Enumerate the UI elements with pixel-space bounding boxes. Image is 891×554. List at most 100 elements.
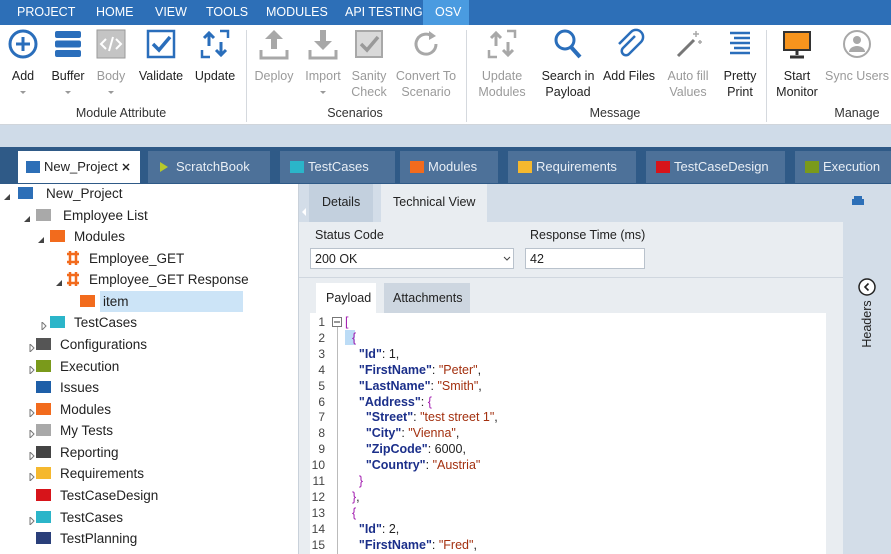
doc-tab[interactable]: Modules (400, 151, 498, 183)
menu-tab[interactable]: HOME (96, 5, 134, 19)
tree-item[interactable]: Configurations (60, 337, 148, 352)
print-icon[interactable] (851, 195, 865, 207)
doc-tab[interactable]: New_Project (18, 151, 140, 183)
ribbon-button[interactable]: Convert To Scenario (390, 28, 462, 100)
line-number: 11 (312, 474, 325, 488)
tree-expander[interactable] (38, 232, 46, 247)
tree-item[interactable]: Execution (60, 359, 120, 374)
icon (67, 272, 79, 286)
tree-expander[interactable] (40, 318, 48, 333)
ribbon-button[interactable]: Start Monitor (761, 28, 833, 100)
ribbon-button[interactable]: Import (287, 28, 359, 100)
tree-expander[interactable] (28, 362, 36, 377)
tree-expander[interactable] (56, 275, 64, 290)
code-text: }, (345, 489, 360, 505)
token: "FirstName" (358, 362, 432, 377)
tree-item[interactable]: My Tests (60, 423, 114, 438)
tree-item[interactable]: TestCases (74, 315, 138, 330)
ribbon-button[interactable]: Update (179, 28, 251, 84)
ribbon-button[interactable]: Update Modules (466, 28, 538, 100)
ribbon-button[interactable]: Pretty Print (704, 28, 776, 100)
code-text: "Id": 1, (345, 346, 399, 362)
detail-tab[interactable]: Technical View (393, 195, 476, 209)
tree-item[interactable]: TestCases (60, 510, 124, 525)
tree-item[interactable]: Requirements (60, 466, 145, 481)
fold-box[interactable] (332, 317, 342, 327)
tree-expander[interactable] (24, 211, 32, 226)
arrow (29, 407, 35, 419)
doc-tab[interactable]: TestCases (280, 151, 395, 183)
collapse-arrow[interactable] (302, 208, 306, 216)
line-number: 15 (311, 537, 325, 552)
response-time-input[interactable]: 42 (525, 248, 645, 269)
tree-icon (36, 422, 51, 441)
line-number: 7 (318, 410, 325, 425)
tree-icon (50, 314, 65, 333)
token: 1 (388, 346, 396, 361)
tree-expander[interactable] (28, 426, 36, 441)
button-label: Auto fill Values (667, 69, 709, 99)
ribbon-button[interactable]: Auto fill Values (652, 28, 724, 100)
tree-expander[interactable] (28, 469, 36, 484)
ribbon-button[interactable]: Body (75, 28, 147, 100)
tree-item[interactable]: New_Project (46, 186, 123, 201)
icon (36, 424, 51, 436)
code-text: "City": "Vienna", (345, 425, 459, 441)
doc-tab[interactable]: Requirements (508, 151, 636, 183)
button-label: Search in Payload (541, 69, 595, 99)
button-label: Add (11, 69, 35, 83)
menu-tab[interactable]: MODULES (266, 5, 328, 19)
tree-item[interactable]: Issues (60, 380, 100, 395)
ribbon-button[interactable]: Sanity Check (333, 28, 405, 100)
tree-expander[interactable] (28, 513, 36, 528)
tree-expander[interactable] (28, 448, 36, 463)
ribbon-button[interactable]: Sync Users (821, 28, 891, 84)
doc-tab[interactable]: Execution (795, 151, 891, 183)
tree-expander[interactable] (4, 189, 12, 204)
tree-item[interactable]: Employee_GET (89, 251, 185, 266)
tab-icon (805, 161, 819, 173)
tree-expander[interactable] (28, 340, 36, 355)
menu-tab[interactable]: TOOLS (206, 5, 249, 19)
payload-tab[interactable]: Payload (326, 291, 372, 305)
token: , (455, 426, 460, 441)
tree-item[interactable]: item (103, 294, 129, 309)
doc-tab[interactable]: TestCaseDesign (646, 151, 785, 183)
tree-item[interactable]: Modules (60, 402, 112, 417)
doc-tab[interactable]: ScratchBook (148, 151, 270, 183)
token: "test street 1" (420, 410, 495, 425)
arrow (29, 342, 35, 354)
ribbon-button[interactable]: Search in Payload (532, 28, 604, 100)
ribbon-button[interactable]: Validate (125, 28, 197, 84)
icon (259, 30, 289, 60)
status-code-select[interactable]: 200 OK (310, 248, 514, 269)
tree-item[interactable]: Modules (74, 229, 126, 244)
ribbon-button[interactable]: Deploy (238, 28, 310, 84)
tree-item[interactable]: Employee List (63, 208, 148, 223)
menu-tab[interactable]: VIEW (155, 5, 187, 19)
menu-tab[interactable]: API TESTING (345, 5, 423, 19)
side-toggle[interactable] (858, 278, 876, 296)
tab-label: Modules (428, 159, 478, 174)
tree-item[interactable]: Employee_GET Response (89, 272, 249, 287)
ribbon-button[interactable]: Add Files (593, 28, 665, 84)
arrow (29, 515, 35, 527)
ribbon-button[interactable]: Add (0, 28, 59, 100)
tree-item[interactable]: TestPlanning (60, 531, 138, 546)
token (345, 474, 359, 488)
dropdown-arrow (503, 256, 511, 261)
line-number: 1 (318, 315, 325, 329)
side-panel-label[interactable]: Headers (860, 300, 874, 348)
ribbon-button[interactable]: Buffer (32, 28, 104, 100)
code-text: [ (345, 314, 348, 330)
code-text: "Id": 2, (345, 521, 399, 537)
close-icon[interactable] (122, 163, 130, 171)
menu-tab[interactable]: PROJECT (17, 5, 76, 19)
tree-expander[interactable] (28, 405, 36, 420)
tree-item[interactable]: Reporting (60, 445, 119, 460)
fold-line (337, 327, 338, 554)
menu-tab[interactable]: OSV (435, 5, 462, 19)
tree-item[interactable]: TestCaseDesign (60, 488, 159, 503)
payload-tab[interactable]: Attachments (393, 291, 463, 305)
detail-tab[interactable]: Details (322, 195, 361, 209)
